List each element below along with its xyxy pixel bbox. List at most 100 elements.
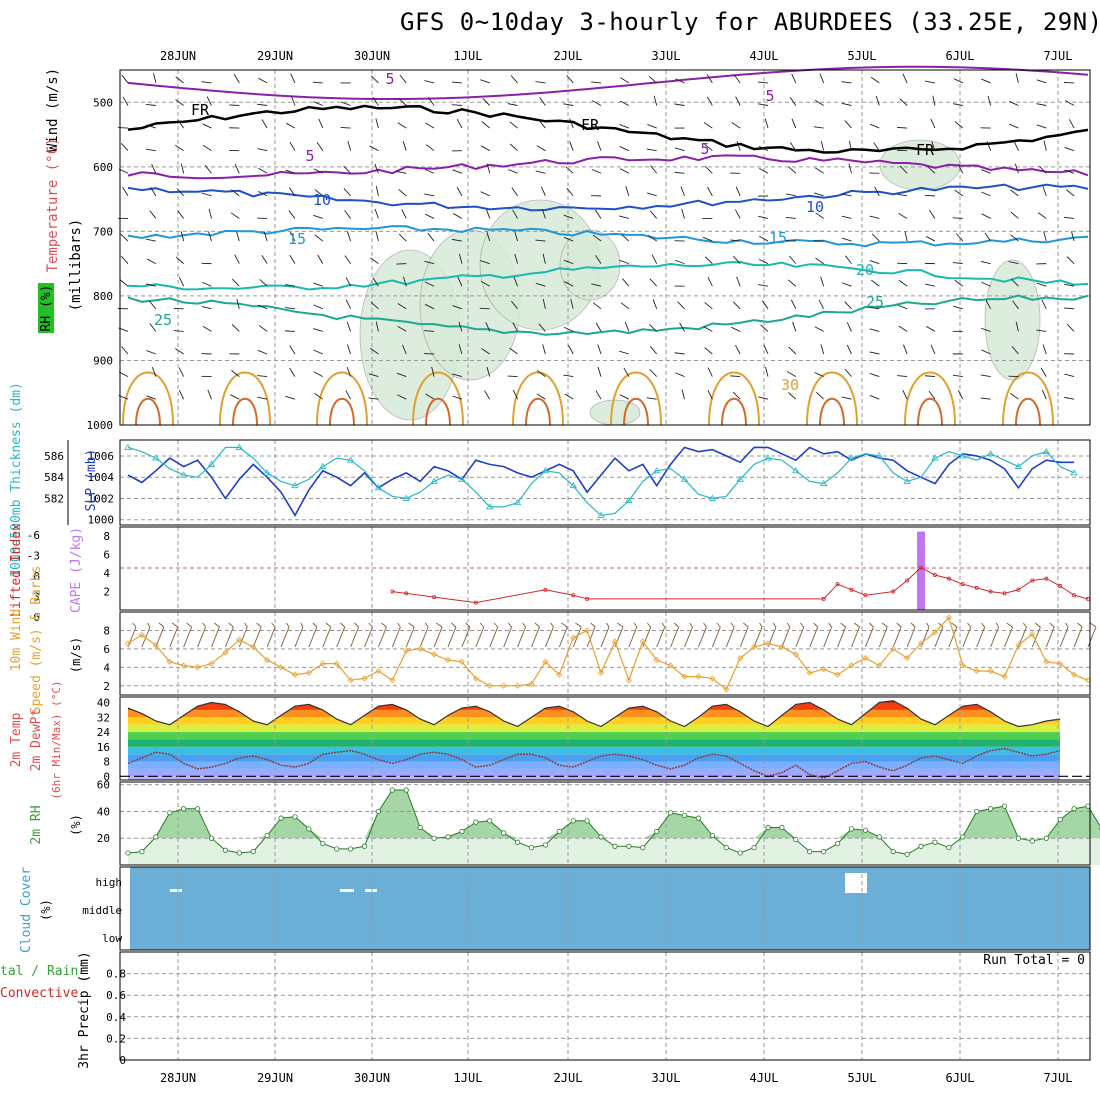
wind-barb xyxy=(313,168,323,174)
wind-barb xyxy=(957,164,964,174)
wind-barb xyxy=(1008,261,1019,265)
slp-marker xyxy=(764,454,772,461)
wind10m-barb xyxy=(489,626,499,648)
wind-barb xyxy=(263,231,268,242)
slp-marker xyxy=(458,475,466,482)
wind-barb xyxy=(1064,147,1075,152)
contour-label-15-9: 15 xyxy=(288,230,306,248)
wind-barb xyxy=(787,279,797,287)
slp-axis-label: SLP (mb) xyxy=(84,449,99,512)
wind-barb xyxy=(927,166,936,174)
wind10m-barb-flag xyxy=(786,622,791,628)
wind-barb xyxy=(760,324,769,332)
slp-marker xyxy=(124,443,132,450)
wind-barb xyxy=(785,216,796,219)
wind10m-marker-7 xyxy=(222,649,229,656)
temp-tick-4: 8 xyxy=(103,756,110,769)
rh-axis-label: RH (%) xyxy=(39,285,54,332)
wind10m-barb xyxy=(628,626,638,648)
rh2m-marker-67 xyxy=(1057,816,1063,823)
wind-barb xyxy=(122,96,129,106)
wind10m-barb xyxy=(1004,626,1013,648)
wind-barb xyxy=(146,258,157,265)
slp-marker xyxy=(680,475,689,482)
wind-barb xyxy=(952,103,963,106)
wind-barb xyxy=(480,191,490,197)
wind-barb xyxy=(646,397,657,400)
wind-barb xyxy=(258,190,268,197)
rh2m-marker-30 xyxy=(542,842,548,848)
rh2m-marker-0 xyxy=(125,850,131,856)
lifted-marker-15 xyxy=(946,576,951,581)
wind10m-barb-flag xyxy=(534,622,540,628)
slp-marker xyxy=(597,511,605,518)
wind-barb xyxy=(486,163,491,174)
wind-barb xyxy=(535,239,546,242)
contour-label-5-3: 5 xyxy=(385,70,394,88)
wind-barb xyxy=(706,74,713,84)
rh2m-marker-27 xyxy=(501,830,507,836)
rh2m-marker-28 xyxy=(514,839,521,845)
wind-barb xyxy=(535,282,546,287)
rh2m-marker-58 xyxy=(932,839,938,845)
wind10m-marker-43 xyxy=(723,686,730,693)
wind10m-marker-39 xyxy=(667,662,674,669)
wind10m-marker-17 xyxy=(361,675,368,682)
wind10m-marker-38 xyxy=(653,656,660,664)
rh2m-marker-22 xyxy=(431,835,437,841)
wind-barb xyxy=(681,208,685,219)
wind-barb xyxy=(233,74,240,84)
cloud-axis-label: Cloud Cover xyxy=(19,867,34,953)
rh2m-marker-29 xyxy=(528,844,535,851)
wind-barb xyxy=(369,347,379,355)
wind10m-marker-27 xyxy=(500,682,507,689)
wind10m-marker-24 xyxy=(458,658,465,665)
wind-barb xyxy=(538,323,546,332)
rh-legend-swatch xyxy=(38,283,54,333)
isotherm-30-arch-9 xyxy=(1002,371,1054,426)
wind-barb xyxy=(758,103,769,106)
wind10m-barb xyxy=(169,626,179,648)
wind-barb xyxy=(652,299,658,309)
wind10m-barb xyxy=(781,626,791,648)
wind10m-barb-flag xyxy=(689,622,693,628)
wind10m-barb xyxy=(920,626,930,648)
wind10m-marker-37 xyxy=(639,638,646,645)
wind-barb xyxy=(175,144,184,152)
rh2m-marker-9 xyxy=(250,849,256,855)
wind-barb xyxy=(397,394,407,400)
wind10m-barb-flag xyxy=(132,622,137,628)
slp-marker xyxy=(207,460,216,467)
wind-barb xyxy=(815,257,824,265)
wind-barb xyxy=(313,214,323,219)
wind-barb xyxy=(458,253,463,264)
rh2m-marker-65 xyxy=(1029,838,1035,844)
wind-barb xyxy=(1011,278,1019,287)
thickness-line xyxy=(127,446,1075,518)
wind-barb xyxy=(730,239,741,242)
rh2m-marker-23 xyxy=(445,834,451,840)
wind-barb xyxy=(790,299,797,310)
wind-barb xyxy=(1066,323,1075,332)
wind-barb xyxy=(424,213,435,219)
wind-barb xyxy=(898,279,908,287)
wind-barb xyxy=(427,232,435,242)
wind10m-marker-9 xyxy=(250,643,257,651)
lifted-tick-2: 0 xyxy=(33,570,40,583)
wind-barb xyxy=(288,187,296,197)
lifted-marker-22 xyxy=(1044,576,1049,581)
wind-barb xyxy=(981,169,991,174)
wind-barb xyxy=(120,255,129,264)
wind-barb xyxy=(648,235,657,242)
wind10m-barb xyxy=(878,626,888,648)
wind-barb xyxy=(846,322,852,332)
chart-title: GFS 0~10day 3-hourly for ABURDEES (33.25… xyxy=(400,8,1100,36)
lifted-marker-2 xyxy=(432,595,437,600)
total-rain-label: tal / Rain xyxy=(0,964,78,979)
wind-barb xyxy=(149,300,157,310)
wind-barb xyxy=(649,278,658,287)
wind-barb xyxy=(1064,373,1075,378)
contour-label-FR-1: FR xyxy=(581,116,600,134)
cloud-fill xyxy=(130,867,1090,950)
